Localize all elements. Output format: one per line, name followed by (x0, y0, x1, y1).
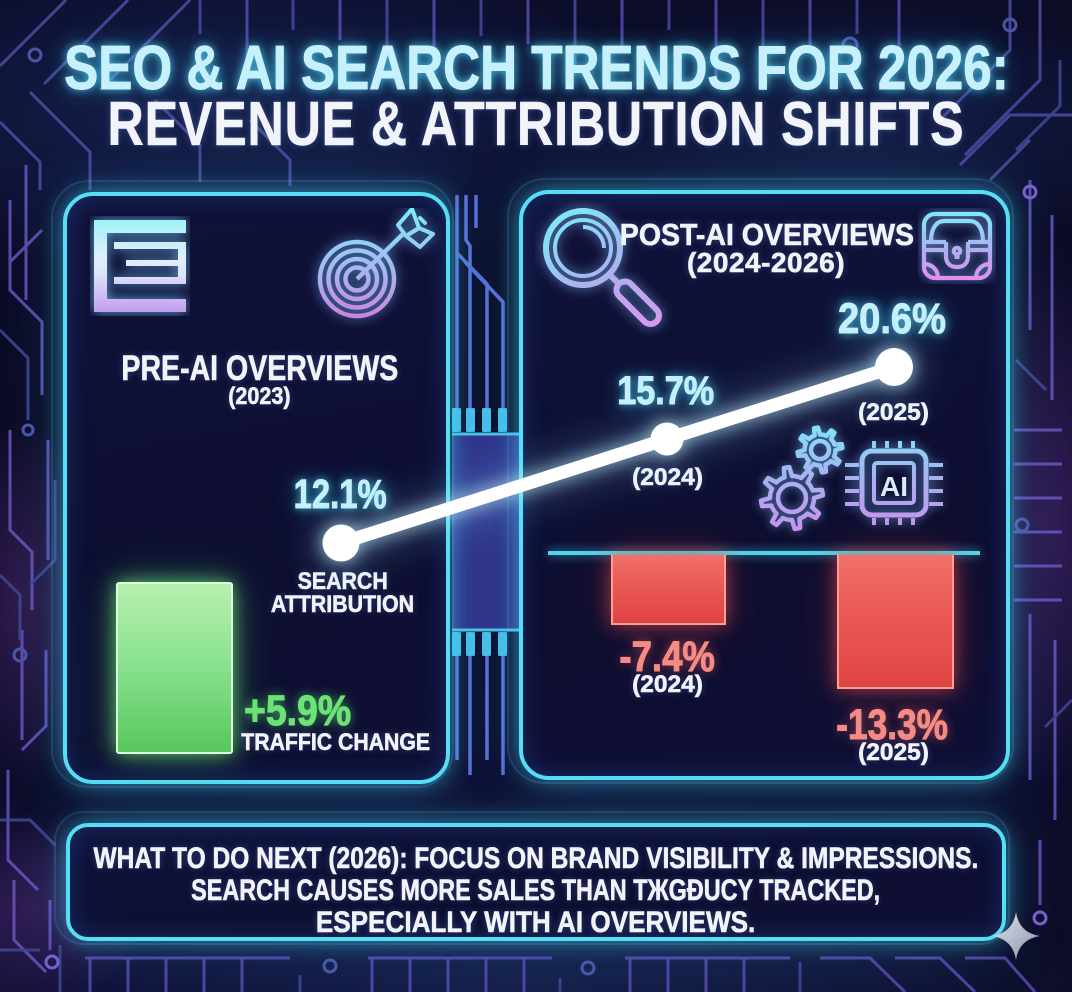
svg-text:AI: AI (880, 471, 908, 502)
